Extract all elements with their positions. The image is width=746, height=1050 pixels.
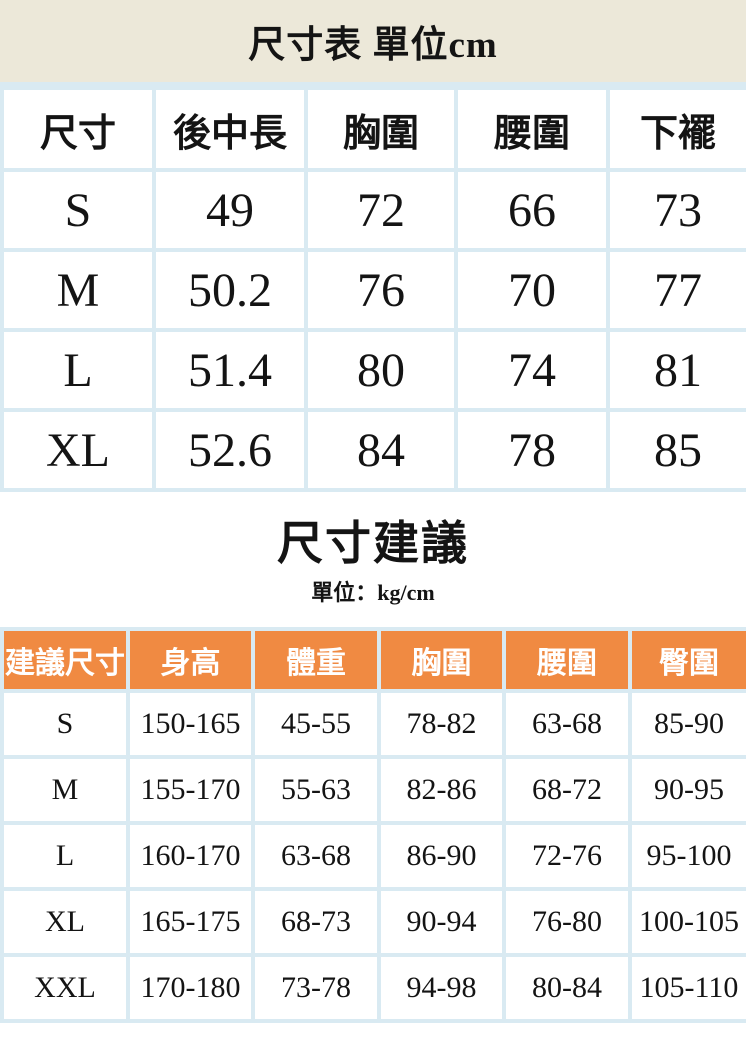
table-cell: 105-110 (628, 952, 746, 1023)
table-cell: 165-175 (126, 886, 255, 957)
table-cell: 82-86 (377, 754, 506, 825)
table-cell: 74 (454, 328, 610, 412)
table-cell: 45-55 (251, 688, 381, 759)
table-cell: 80-84 (502, 952, 632, 1023)
column-header-chest: 胸圍 (377, 626, 506, 693)
table-cell: S (0, 688, 130, 759)
suggestion-title: 尺寸建議 (277, 518, 469, 569)
table-cell: 49 (152, 168, 308, 252)
table-row-m: M 155-170 55-63 82-86 68-72 90-95 (0, 754, 746, 825)
suggestion-unit-label: 單位：kg/cm (311, 579, 435, 605)
table-cell: 90-94 (377, 886, 506, 957)
column-header-hem: 下襬 (606, 86, 746, 172)
table-row-m: M 50.2 76 70 77 (0, 248, 746, 332)
table-cell: 73-78 (251, 952, 381, 1023)
column-header-chest: 胸圍 (304, 86, 458, 172)
table-row-s: S 49 72 66 73 (0, 168, 746, 252)
table-row-xxl: XXL 170-180 73-78 94-98 80-84 105-110 (0, 952, 746, 1023)
table-row-l: L 160-170 63-68 86-90 72-76 95-100 (0, 820, 746, 891)
table-cell: 94-98 (377, 952, 506, 1023)
table-row-l: L 51.4 80 74 81 (0, 328, 746, 412)
column-header-hip: 臀圍 (628, 626, 746, 693)
suggestion-table: 建議尺寸 身高 體重 胸圍 腰圍 臀圍 S 150-165 45-55 78-8… (0, 626, 746, 1023)
table-cell: 76 (304, 248, 458, 332)
table-row-s: S 150-165 45-55 78-82 63-68 85-90 (0, 688, 746, 759)
column-header-size: 尺寸 (0, 86, 156, 172)
size-table-header-row: 尺寸 後中長 胸圍 腰圍 下襬 (0, 86, 746, 172)
table-cell: 78-82 (377, 688, 506, 759)
table-cell: 160-170 (126, 820, 255, 891)
table-cell: XXL (0, 952, 130, 1023)
table-cell: 81 (606, 328, 746, 412)
column-header-weight: 體重 (251, 626, 381, 693)
table-cell: 66 (454, 168, 610, 252)
table-cell: 150-165 (126, 688, 255, 759)
table-cell: 68-73 (251, 886, 381, 957)
table-cell: 76-80 (502, 886, 632, 957)
column-header-waist: 腰圍 (454, 86, 610, 172)
table-cell: 95-100 (628, 820, 746, 891)
table-cell: 51.4 (152, 328, 308, 412)
table-row-xl: XL 52.6 84 78 85 (0, 408, 746, 492)
table-cell: S (0, 168, 156, 252)
column-header-suggested-size: 建議尺寸 (0, 626, 130, 693)
table-cell: XL (0, 408, 156, 492)
table-cell: 63-68 (502, 688, 632, 759)
table-cell: 52.6 (152, 408, 308, 492)
table-cell: 72-76 (502, 820, 632, 891)
column-header-height: 身高 (126, 626, 255, 693)
size-table-title: 尺寸表 單位cm (0, 0, 746, 86)
size-table: 尺寸 後中長 胸圍 腰圍 下襬 S 49 72 66 73 M 50.2 76 … (0, 86, 746, 492)
table-cell: L (0, 328, 156, 412)
table-cell: M (0, 248, 156, 332)
table-cell: 55-63 (251, 754, 381, 825)
table-cell: 170-180 (126, 952, 255, 1023)
table-cell: 86-90 (377, 820, 506, 891)
table-cell: 90-95 (628, 754, 746, 825)
table-cell: 50.2 (152, 248, 308, 332)
table-cell: 72 (304, 168, 458, 252)
table-cell: 63-68 (251, 820, 381, 891)
column-header-back-length: 後中長 (152, 86, 308, 172)
column-header-waist: 腰圍 (502, 626, 632, 693)
table-cell: L (0, 820, 130, 891)
table-cell: 84 (304, 408, 458, 492)
table-cell: 70 (454, 248, 610, 332)
table-cell: 68-72 (502, 754, 632, 825)
table-cell: 85-90 (628, 688, 746, 759)
suggestion-header-row: 建議尺寸 身高 體重 胸圍 腰圍 臀圍 (0, 626, 746, 693)
table-cell: 73 (606, 168, 746, 252)
table-cell: 77 (606, 248, 746, 332)
table-cell: M (0, 754, 130, 825)
table-cell: 80 (304, 328, 458, 412)
table-cell: 78 (454, 408, 610, 492)
table-cell: XL (0, 886, 130, 957)
table-cell: 155-170 (126, 754, 255, 825)
table-cell: 100-105 (628, 886, 746, 957)
table-row-xl: XL 165-175 68-73 90-94 76-80 100-105 (0, 886, 746, 957)
suggestion-heading: 尺寸建議 單位：kg/cm (0, 492, 746, 627)
table-cell: 85 (606, 408, 746, 492)
